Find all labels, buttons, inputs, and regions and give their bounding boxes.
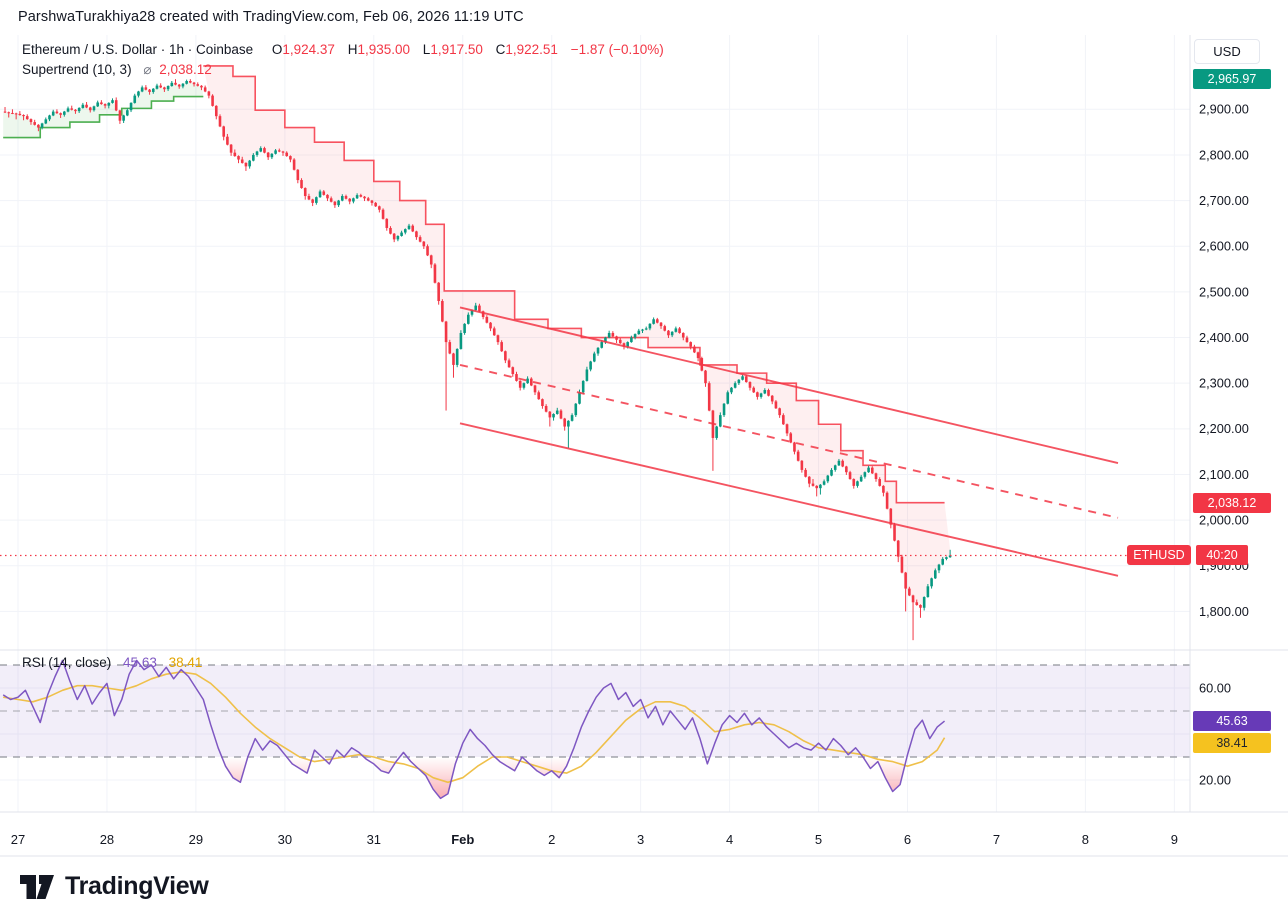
svg-text:3: 3 bbox=[637, 832, 644, 847]
svg-text:8: 8 bbox=[1082, 832, 1089, 847]
ohlc-close-label: C bbox=[495, 42, 506, 57]
svg-text:28: 28 bbox=[100, 832, 114, 847]
svg-text:4: 4 bbox=[726, 832, 733, 847]
svg-text:60.00: 60.00 bbox=[1199, 680, 1231, 695]
supertrend-price-badge: 2,038.12 bbox=[1193, 493, 1271, 513]
ohlc-open-value: 1,924.37 bbox=[282, 42, 335, 57]
svg-text:2,000.00: 2,000.00 bbox=[1199, 513, 1249, 528]
indicator-value: 2,038.12 bbox=[159, 62, 212, 77]
svg-text:29: 29 bbox=[189, 832, 203, 847]
svg-text:2: 2 bbox=[548, 832, 555, 847]
ohlc-close-value: 1,922.51 bbox=[505, 42, 558, 57]
svg-text:2,300.00: 2,300.00 bbox=[1199, 376, 1249, 391]
symbol-legend-row[interactable]: Ethereum / U.S. Dollar · 1h · Coinbase O… bbox=[22, 40, 664, 60]
attribution-bar: ParshwaTurakhiya28 created with TradingV… bbox=[0, 0, 1288, 36]
rsi-name: RSI (14, close) bbox=[22, 655, 112, 670]
attribution-text: ParshwaTurakhiya28 created with TradingV… bbox=[18, 9, 524, 25]
rsi-ma-value-badge: 38.41 bbox=[1193, 733, 1271, 753]
time-axis-labels: 27 28 29 30 31 Feb 2 3 4 5 6 7 8 9 bbox=[11, 832, 1178, 847]
svg-text:Feb: Feb bbox=[451, 832, 474, 847]
svg-text:5: 5 bbox=[815, 832, 822, 847]
svg-text:2,200.00: 2,200.00 bbox=[1199, 421, 1249, 436]
svg-text:2,700.00: 2,700.00 bbox=[1199, 193, 1249, 208]
svg-text:2,900.00: 2,900.00 bbox=[1199, 102, 1249, 117]
svg-text:1,800.00: 1,800.00 bbox=[1199, 604, 1249, 619]
rsi-value-badge: 45.63 bbox=[1193, 711, 1271, 731]
ohlc-low-label: L bbox=[422, 42, 431, 57]
svg-text:9: 9 bbox=[1171, 832, 1178, 847]
indicator-legend-row[interactable]: Supertrend (10, 3) ⌀ 2,038.12 bbox=[22, 60, 664, 80]
svg-text:2,500.00: 2,500.00 bbox=[1199, 284, 1249, 299]
svg-text:2,100.00: 2,100.00 bbox=[1199, 467, 1249, 482]
price-axis-labels: 2,900.00 2,800.00 2,700.00 2,600.00 2,500.00… bbox=[1199, 102, 1249, 788]
symbol-title: Ethereum / U.S. Dollar · 1h · Coinbase bbox=[22, 42, 254, 57]
svg-text:20.00: 20.00 bbox=[1199, 772, 1231, 787]
ohlc-low-value: 1,917.50 bbox=[430, 42, 483, 57]
tradingview-logo-text: TradingView bbox=[65, 872, 209, 900]
ohlc-high-label: H bbox=[347, 42, 358, 57]
high-price-badge: 2,965.97 bbox=[1193, 69, 1271, 89]
currency-toggle[interactable]: USD bbox=[1194, 39, 1260, 64]
svg-text:2,400.00: 2,400.00 bbox=[1199, 330, 1249, 345]
svg-text:6: 6 bbox=[904, 832, 911, 847]
ohlc-open-label: O bbox=[271, 42, 283, 57]
svg-text:30: 30 bbox=[278, 832, 292, 847]
indicator-name: Supertrend (10, 3) bbox=[22, 62, 132, 77]
price-change: −1.87 (−0.10%) bbox=[570, 42, 664, 57]
rsi-legend-row[interactable]: RSI (14, close) 45.63 38.41 bbox=[22, 655, 202, 670]
symbol-label-badge: ETHUSD bbox=[1127, 545, 1191, 565]
svg-text:2,800.00: 2,800.00 bbox=[1199, 147, 1249, 162]
bar-countdown-badge: 40:20 bbox=[1196, 545, 1248, 565]
ohlc-high-value: 1,935.00 bbox=[357, 42, 411, 57]
svg-text:27: 27 bbox=[11, 832, 25, 847]
svg-text:2,600.00: 2,600.00 bbox=[1199, 239, 1249, 254]
rsi-value: 45.63 bbox=[123, 655, 157, 670]
average-icon: ⌀ bbox=[143, 62, 152, 77]
tradingview-logo[interactable]: TradingView bbox=[20, 872, 209, 901]
chart-legend: Ethereum / U.S. Dollar · 1h · Coinbase O… bbox=[22, 40, 664, 80]
chart-canvas[interactable]: 2,900.00 2,800.00 2,700.00 2,600.00 2,500.00… bbox=[0, 35, 1288, 860]
svg-text:7: 7 bbox=[993, 832, 1000, 847]
rsi-ma-value: 38.41 bbox=[168, 655, 203, 670]
tradingview-logo-icon bbox=[20, 874, 54, 899]
svg-text:31: 31 bbox=[367, 832, 381, 847]
